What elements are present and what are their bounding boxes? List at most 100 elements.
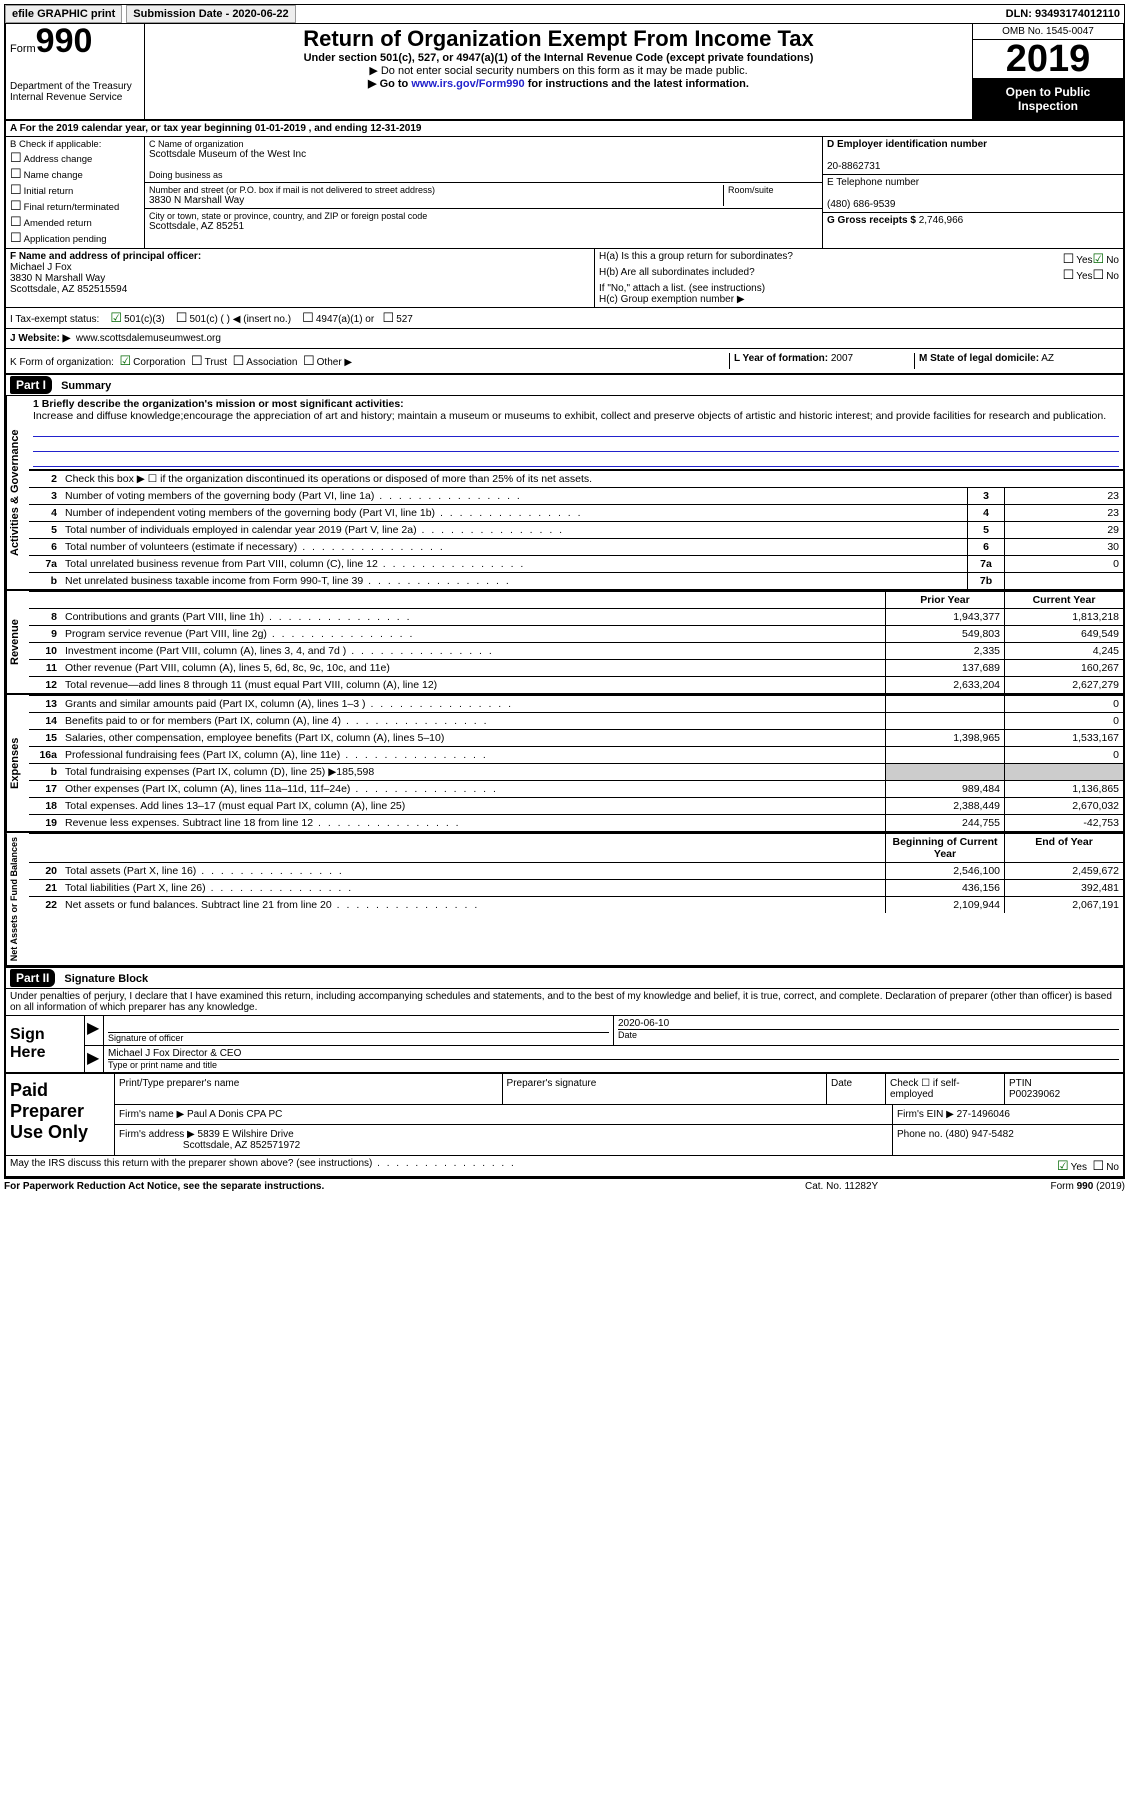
header-right: OMB No. 1545-0047 2019 Open to Public In… <box>972 24 1123 119</box>
gov-r7a-val: 0 <box>1005 556 1124 573</box>
na-r21-label: Total liabilities (Part X, line 26) <box>61 880 886 897</box>
exp-r16b-amt: 185,598 <box>336 766 374 778</box>
cb-other[interactable]: Other ▶ <box>303 357 352 368</box>
prep-sig-label: Preparer's signature <box>503 1074 827 1104</box>
prep-selfemp-label[interactable]: Check ☐ if self-employed <box>886 1074 1005 1104</box>
sign-date: 2020-06-10 <box>618 1018 1119 1029</box>
bottom-line: For Paperwork Reduction Act Notice, see … <box>4 1179 1125 1194</box>
j-label: J Website: ▶ <box>10 333 70 344</box>
gross-receipts: 2,746,966 <box>919 215 964 226</box>
exp-r18-curr: 2,670,032 <box>1005 798 1124 815</box>
cb-corporation[interactable]: Corporation <box>120 357 186 368</box>
discuss-yes[interactable]: Yes <box>1057 1158 1087 1174</box>
na-r22-end: 2,067,191 <box>1005 897 1124 914</box>
sign-date-label: Date <box>618 1029 1119 1040</box>
exp-r16a-prior <box>886 747 1005 764</box>
cb-address-change[interactable]: Address change <box>10 150 140 166</box>
exp-r14-curr: 0 <box>1005 713 1124 730</box>
cb-application-pending[interactable]: Application pending <box>10 230 140 246</box>
vlabel-expenses: Expenses <box>6 695 29 831</box>
ha-label: H(a) Is this a group return for subordin… <box>599 251 1063 267</box>
room-label: Room/suite <box>728 185 818 195</box>
header-center: Return of Organization Exempt From Incom… <box>145 24 972 119</box>
firm-phone-label: Phone no. <box>897 1129 943 1140</box>
part2-label: Part II <box>10 969 55 987</box>
mission-text: Increase and diffuse knowledge;encourage… <box>33 410 1106 422</box>
gov-r5-label: Total number of individuals employed in … <box>61 522 968 539</box>
cb-501c[interactable]: 501(c) ( ) ◀ (insert no.) <box>176 314 291 325</box>
exp-r15-label: Salaries, other compensation, employee b… <box>61 730 886 747</box>
cat-no: Cat. No. 11282Y <box>805 1181 965 1192</box>
box-d: D Employer identification number 20-8862… <box>822 137 1123 248</box>
gov-r7a-box: 7a <box>968 556 1005 573</box>
rev-head-prior: Prior Year <box>886 592 1005 609</box>
exp-r16a-label: Professional fundraising fees (Part IX, … <box>61 747 886 764</box>
firm-phone: (480) 947-5482 <box>945 1129 1013 1140</box>
cb-501c3[interactable]: 501(c)(3) <box>110 314 164 325</box>
firm-ein: 27-1496046 <box>957 1109 1010 1120</box>
cb-527[interactable]: 527 <box>383 314 413 325</box>
f-label: F Name and address of principal officer: <box>10 251 201 262</box>
rev-r8-label: Contributions and grants (Part VIII, lin… <box>61 609 886 626</box>
form-number: 990 <box>36 22 93 60</box>
exp-r16b-label: Total fundraising expenses (Part IX, col… <box>61 764 886 781</box>
cb-amended-return[interactable]: Amended return <box>10 214 140 230</box>
rev-r12-prior: 2,633,204 <box>886 677 1005 694</box>
tax-status-row: I Tax-exempt status: 501(c)(3) 501(c) ( … <box>6 308 1123 329</box>
goto-suffix: for instructions and the latest informat… <box>525 78 749 90</box>
form-prefix: Form <box>10 43 36 55</box>
ha-no[interactable]: No <box>1093 251 1119 267</box>
box-h: H(a) Is this a group return for subordin… <box>595 249 1123 307</box>
gov-r3-label: Number of voting members of the governin… <box>61 488 968 505</box>
cb-name-change[interactable]: Name change <box>10 166 140 182</box>
exp-r16b-prior <box>886 764 1005 781</box>
firm-addr1: 5839 E Wilshire Drive <box>198 1129 294 1140</box>
hb-yes[interactable]: Yes <box>1063 267 1093 283</box>
cb-4947[interactable]: 4947(a)(1) or <box>302 314 374 325</box>
discuss-no[interactable]: No <box>1093 1158 1119 1174</box>
mission-block: 1 Briefly describe the organization's mi… <box>29 396 1123 470</box>
rev-r10-prior: 2,335 <box>886 643 1005 660</box>
form-outer: Form990 Department of the Treasury Inter… <box>4 24 1125 1179</box>
rev-r12-curr: 2,627,279 <box>1005 677 1124 694</box>
dept-treasury: Department of the Treasury <box>10 81 140 92</box>
k-label: K Form of organization: <box>10 357 114 368</box>
hc-label: H(c) Group exemption number ▶ <box>599 294 1119 305</box>
city-label: City or town, state or province, country… <box>149 211 818 221</box>
cb-association[interactable]: Association <box>233 357 298 368</box>
efile-button[interactable]: efile GRAPHIC print <box>5 5 122 23</box>
cb-final-return[interactable]: Final return/terminated <box>10 198 140 214</box>
line-a: A For the 2019 calendar year, or tax yea… <box>6 121 1123 137</box>
gov-r7a-label: Total unrelated business revenue from Pa… <box>61 556 968 573</box>
website-url[interactable]: www.scottsdalemuseumwest.org <box>76 333 221 344</box>
exp-r19-label: Revenue less expenses. Subtract line 18 … <box>61 815 886 832</box>
ha-yes[interactable]: Yes <box>1063 251 1093 267</box>
firm-name-label: Firm's name ▶ <box>119 1109 184 1120</box>
city-state-zip: Scottsdale, AZ 85251 <box>149 221 818 232</box>
exp-r16b-curr <box>1005 764 1124 781</box>
officer-addr2: Scottsdale, AZ 852515594 <box>10 284 127 295</box>
na-r20-begin: 2,546,100 <box>886 863 1005 880</box>
gov-r5-val: 29 <box>1005 522 1124 539</box>
dln-label: DLN: 93493174012110 <box>1006 8 1124 20</box>
gov-r6-val: 30 <box>1005 539 1124 556</box>
cb-initial-return[interactable]: Initial return <box>10 182 140 198</box>
irs-link[interactable]: www.irs.gov/Form990 <box>411 78 524 90</box>
part2-row: Part II Signature Block <box>6 967 1123 989</box>
prep-name-label: Print/Type preparer's name <box>115 1074 503 1104</box>
exp-r18-prior: 2,388,449 <box>886 798 1005 815</box>
cb-trust[interactable]: Trust <box>191 357 227 368</box>
preparer-label: Paid Preparer Use Only <box>6 1074 115 1155</box>
firm-addr-label: Firm's address ▶ <box>119 1129 195 1140</box>
na-r22-label: Net assets or fund balances. Subtract li… <box>61 897 886 914</box>
open-inspection: Open to Public Inspection <box>973 79 1123 119</box>
hb-no[interactable]: No <box>1093 267 1119 283</box>
part1-label: Part I <box>10 376 52 394</box>
exp-r15-prior: 1,398,965 <box>886 730 1005 747</box>
state-domicile: AZ <box>1041 353 1054 364</box>
sign-here-label: Sign Here <box>6 1016 85 1072</box>
arrow-icon: ▶ <box>85 1016 103 1045</box>
goto-prefix: ▶ Go to <box>368 78 411 90</box>
gov-r7b-box: 7b <box>968 573 1005 590</box>
section-governance: Activities & Governance 1 Briefly descri… <box>6 396 1123 591</box>
